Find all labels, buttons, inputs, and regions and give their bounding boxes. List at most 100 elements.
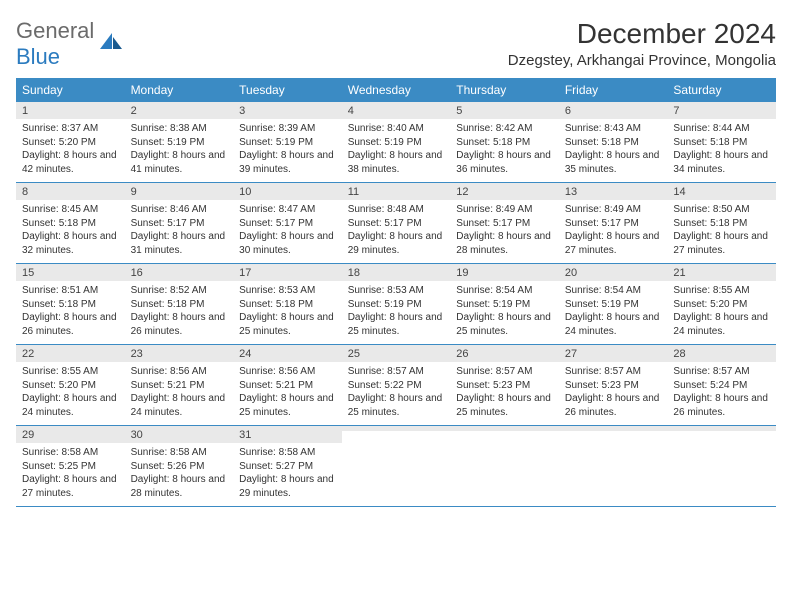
sunrise-text: Sunrise: 8:49 AM — [565, 203, 662, 217]
date-number: 27 — [559, 345, 668, 362]
date-number: 18 — [342, 264, 451, 281]
date-number: 31 — [233, 426, 342, 443]
day-header-friday: Friday — [559, 78, 668, 102]
calendar-cell: 29Sunrise: 8:58 AMSunset: 5:25 PMDayligh… — [16, 426, 125, 506]
week-row: 15Sunrise: 8:51 AMSunset: 5:18 PMDayligh… — [16, 264, 776, 345]
calendar-cell: 11Sunrise: 8:48 AMSunset: 5:17 PMDayligh… — [342, 183, 451, 263]
sunrise-text: Sunrise: 8:55 AM — [673, 284, 770, 298]
cell-body: Sunrise: 8:57 AMSunset: 5:23 PMDaylight:… — [559, 362, 668, 425]
sunset-text: Sunset: 5:22 PM — [348, 379, 445, 393]
daylight-text: Daylight: 8 hours and 31 minutes. — [131, 230, 228, 257]
date-number: 8 — [16, 183, 125, 200]
daylight-text: Daylight: 8 hours and 24 minutes. — [131, 392, 228, 419]
calendar-cell: 18Sunrise: 8:53 AMSunset: 5:19 PMDayligh… — [342, 264, 451, 344]
cell-body: Sunrise: 8:56 AMSunset: 5:21 PMDaylight:… — [125, 362, 234, 425]
daylight-text: Daylight: 8 hours and 42 minutes. — [22, 149, 119, 176]
sunset-text: Sunset: 5:17 PM — [131, 217, 228, 231]
location: Dzegstey, Arkhangai Province, Mongolia — [508, 52, 776, 69]
daylight-text: Daylight: 8 hours and 26 minutes. — [131, 311, 228, 338]
title-block: December 2024 Dzegstey, Arkhangai Provin… — [508, 18, 776, 69]
calendar-cell: 6Sunrise: 8:43 AMSunset: 5:18 PMDaylight… — [559, 102, 668, 182]
sunrise-text: Sunrise: 8:49 AM — [456, 203, 553, 217]
daylight-text: Daylight: 8 hours and 29 minutes. — [348, 230, 445, 257]
date-number: 3 — [233, 102, 342, 119]
calendar-cell: 31Sunrise: 8:58 AMSunset: 5:27 PMDayligh… — [233, 426, 342, 506]
sunrise-text: Sunrise: 8:48 AM — [348, 203, 445, 217]
daylight-text: Daylight: 8 hours and 25 minutes. — [239, 311, 336, 338]
sunset-text: Sunset: 5:18 PM — [673, 217, 770, 231]
cell-body: Sunrise: 8:49 AMSunset: 5:17 PMDaylight:… — [450, 200, 559, 263]
sunrise-text: Sunrise: 8:54 AM — [565, 284, 662, 298]
weeks-container: 1Sunrise: 8:37 AMSunset: 5:20 PMDaylight… — [16, 102, 776, 507]
sunrise-text: Sunrise: 8:57 AM — [348, 365, 445, 379]
sunset-text: Sunset: 5:18 PM — [22, 217, 119, 231]
daylight-text: Daylight: 8 hours and 38 minutes. — [348, 149, 445, 176]
cell-body — [667, 431, 776, 491]
calendar-cell — [667, 426, 776, 506]
sunset-text: Sunset: 5:23 PM — [565, 379, 662, 393]
sunset-text: Sunset: 5:23 PM — [456, 379, 553, 393]
sunset-text: Sunset: 5:20 PM — [673, 298, 770, 312]
cell-body — [342, 431, 451, 491]
daylight-text: Daylight: 8 hours and 39 minutes. — [239, 149, 336, 176]
sunrise-text: Sunrise: 8:47 AM — [239, 203, 336, 217]
date-number: 11 — [342, 183, 451, 200]
date-number: 21 — [667, 264, 776, 281]
date-number: 28 — [667, 345, 776, 362]
sunrise-text: Sunrise: 8:51 AM — [22, 284, 119, 298]
logo: General Blue — [16, 18, 124, 70]
sunrise-text: Sunrise: 8:53 AM — [348, 284, 445, 298]
calendar-cell: 23Sunrise: 8:56 AMSunset: 5:21 PMDayligh… — [125, 345, 234, 425]
daylight-text: Daylight: 8 hours and 35 minutes. — [565, 149, 662, 176]
calendar-cell: 7Sunrise: 8:44 AMSunset: 5:18 PMDaylight… — [667, 102, 776, 182]
sunrise-text: Sunrise: 8:57 AM — [673, 365, 770, 379]
cell-body: Sunrise: 8:50 AMSunset: 5:18 PMDaylight:… — [667, 200, 776, 263]
cell-body — [450, 431, 559, 491]
cell-body: Sunrise: 8:39 AMSunset: 5:19 PMDaylight:… — [233, 119, 342, 182]
sunset-text: Sunset: 5:18 PM — [131, 298, 228, 312]
calendar-cell: 4Sunrise: 8:40 AMSunset: 5:19 PMDaylight… — [342, 102, 451, 182]
calendar-cell — [450, 426, 559, 506]
calendar-cell — [559, 426, 668, 506]
calendar-cell: 28Sunrise: 8:57 AMSunset: 5:24 PMDayligh… — [667, 345, 776, 425]
calendar-cell: 10Sunrise: 8:47 AMSunset: 5:17 PMDayligh… — [233, 183, 342, 263]
date-number: 2 — [125, 102, 234, 119]
daylight-text: Daylight: 8 hours and 29 minutes. — [239, 473, 336, 500]
cell-body: Sunrise: 8:57 AMSunset: 5:22 PMDaylight:… — [342, 362, 451, 425]
date-number: 14 — [667, 183, 776, 200]
daylight-text: Daylight: 8 hours and 24 minutes. — [565, 311, 662, 338]
sunset-text: Sunset: 5:18 PM — [239, 298, 336, 312]
cell-body: Sunrise: 8:45 AMSunset: 5:18 PMDaylight:… — [16, 200, 125, 263]
sunrise-text: Sunrise: 8:53 AM — [239, 284, 336, 298]
cell-body: Sunrise: 8:38 AMSunset: 5:19 PMDaylight:… — [125, 119, 234, 182]
sunset-text: Sunset: 5:27 PM — [239, 460, 336, 474]
date-number: 13 — [559, 183, 668, 200]
cell-body: Sunrise: 8:54 AMSunset: 5:19 PMDaylight:… — [450, 281, 559, 344]
calendar-cell: 8Sunrise: 8:45 AMSunset: 5:18 PMDaylight… — [16, 183, 125, 263]
daylight-text: Daylight: 8 hours and 25 minutes. — [456, 311, 553, 338]
daylight-text: Daylight: 8 hours and 25 minutes. — [348, 311, 445, 338]
cell-body: Sunrise: 8:55 AMSunset: 5:20 PMDaylight:… — [16, 362, 125, 425]
week-row: 1Sunrise: 8:37 AMSunset: 5:20 PMDaylight… — [16, 102, 776, 183]
sunrise-text: Sunrise: 8:39 AM — [239, 122, 336, 136]
sunset-text: Sunset: 5:21 PM — [239, 379, 336, 393]
calendar-cell: 30Sunrise: 8:58 AMSunset: 5:26 PMDayligh… — [125, 426, 234, 506]
cell-body: Sunrise: 8:37 AMSunset: 5:20 PMDaylight:… — [16, 119, 125, 182]
daylight-text: Daylight: 8 hours and 25 minutes. — [348, 392, 445, 419]
cell-body: Sunrise: 8:57 AMSunset: 5:24 PMDaylight:… — [667, 362, 776, 425]
cell-body: Sunrise: 8:40 AMSunset: 5:19 PMDaylight:… — [342, 119, 451, 182]
sunset-text: Sunset: 5:25 PM — [22, 460, 119, 474]
sunset-text: Sunset: 5:17 PM — [239, 217, 336, 231]
sail-icon — [98, 31, 124, 51]
calendar-cell: 3Sunrise: 8:39 AMSunset: 5:19 PMDaylight… — [233, 102, 342, 182]
date-number: 12 — [450, 183, 559, 200]
sunset-text: Sunset: 5:17 PM — [565, 217, 662, 231]
daylight-text: Daylight: 8 hours and 36 minutes. — [456, 149, 553, 176]
cell-body: Sunrise: 8:47 AMSunset: 5:17 PMDaylight:… — [233, 200, 342, 263]
sunrise-text: Sunrise: 8:46 AM — [131, 203, 228, 217]
calendar-cell: 24Sunrise: 8:56 AMSunset: 5:21 PMDayligh… — [233, 345, 342, 425]
cell-body: Sunrise: 8:58 AMSunset: 5:25 PMDaylight:… — [16, 443, 125, 506]
cell-body: Sunrise: 8:58 AMSunset: 5:27 PMDaylight:… — [233, 443, 342, 506]
cell-body: Sunrise: 8:57 AMSunset: 5:23 PMDaylight:… — [450, 362, 559, 425]
cell-body: Sunrise: 8:53 AMSunset: 5:18 PMDaylight:… — [233, 281, 342, 344]
